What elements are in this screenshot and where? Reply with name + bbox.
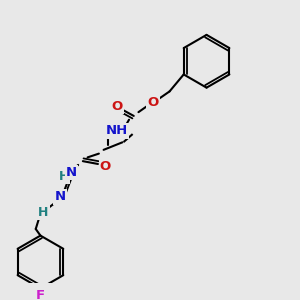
Text: N: N	[66, 166, 77, 179]
Text: N: N	[55, 190, 66, 203]
Text: O: O	[100, 160, 111, 173]
Text: NH: NH	[106, 124, 128, 137]
Text: O: O	[147, 96, 158, 109]
Text: H: H	[59, 170, 69, 183]
Text: H: H	[38, 206, 49, 218]
Text: F: F	[36, 290, 45, 300]
Text: O: O	[111, 100, 122, 113]
